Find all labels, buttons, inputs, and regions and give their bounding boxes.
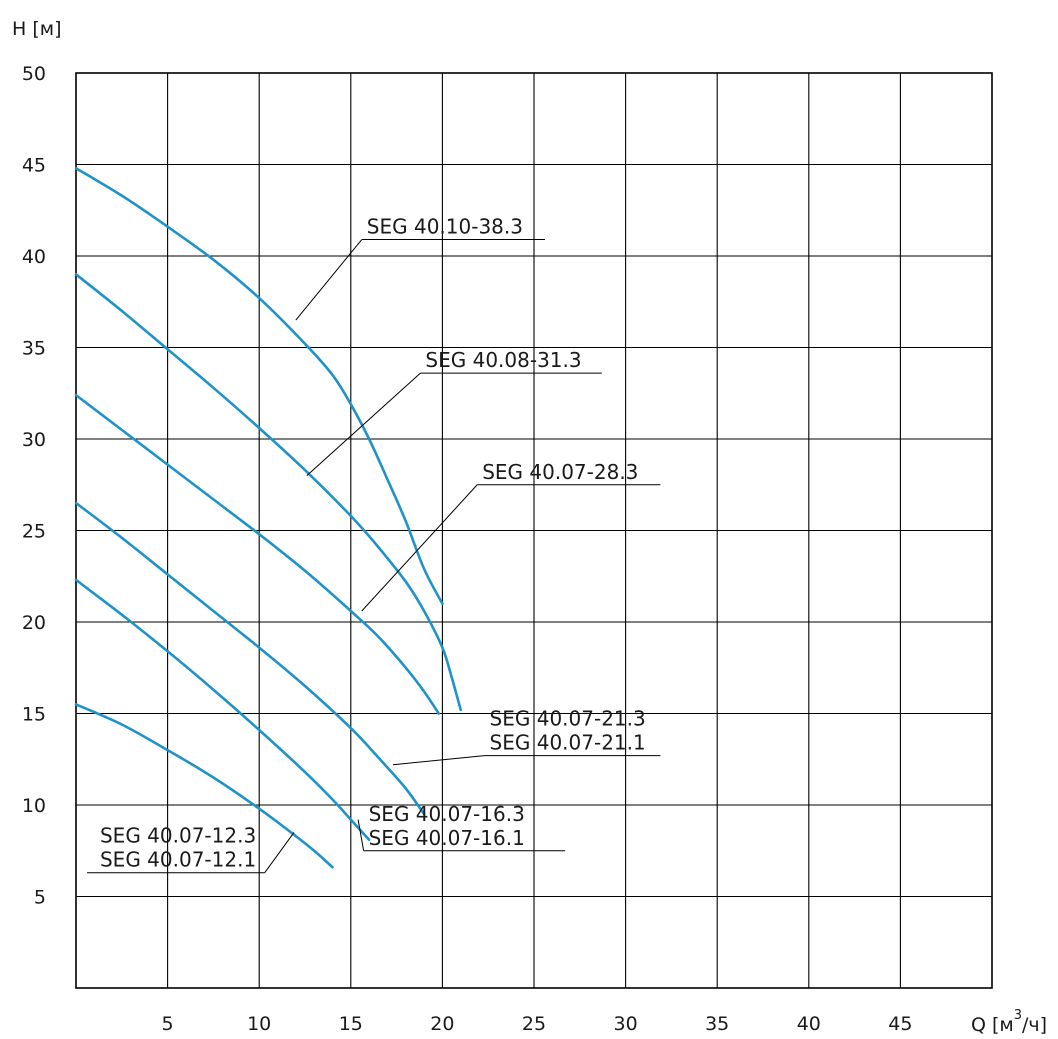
- y-tick-label-0: 5: [34, 887, 46, 909]
- curve-series-5: [74, 703, 334, 869]
- x-axis-title: Q [м3/ч]: [971, 1008, 1047, 1036]
- y-tick-label-5: 30: [22, 429, 46, 451]
- y-tick-label-3: 20: [22, 612, 46, 634]
- series-label-0-0: SEG 40.10-38.3: [367, 215, 523, 239]
- leader-line-3: [392, 755, 485, 766]
- series-label-1-0: SEG 40.08-31.3: [425, 348, 581, 372]
- curves: [74, 166, 462, 869]
- curve-series-3: [74, 501, 426, 816]
- annotations: SEG 40.10-38.3 SEG 40.08-31.3 SEG 40.07-28…: [86, 215, 661, 874]
- y-tick-label-6: 35: [22, 338, 46, 360]
- series-label-4-1: SEG 40.07-16.1: [369, 826, 525, 850]
- x-tick-label-7: 40: [797, 1013, 821, 1035]
- y-tick-label-1: 10: [22, 795, 46, 817]
- series-label-5-0: SEG 40.07-12.3: [100, 824, 256, 848]
- x-tick-label-3: 20: [430, 1013, 454, 1035]
- leader-line-4: [357, 819, 365, 851]
- series-label-2-0: SEG 40.07-28.3: [482, 460, 638, 484]
- series-label-4-0: SEG 40.07-16.3: [369, 802, 525, 826]
- tick-labels: 5 10 15 20 25 30 35 40 45 5 10 15 20 25 30 35 40 45 50: [22, 63, 913, 1035]
- plot-frame: [75, 72, 993, 989]
- x-tick-label-8: 45: [888, 1013, 912, 1035]
- curve-series-1: [74, 273, 462, 712]
- x-axis-title-suffix: /ч]: [1022, 1014, 1047, 1036]
- y-tick-label-8: 45: [22, 155, 46, 177]
- series-label-5-1: SEG 40.07-12.1: [100, 848, 256, 872]
- y-axis-title: H [м]: [12, 18, 62, 40]
- x-tick-label-6: 35: [705, 1013, 729, 1035]
- leader-line-5: [264, 832, 295, 874]
- series-label-3-0: SEG 40.07-21.3: [490, 707, 646, 731]
- leader-line-1: [306, 372, 421, 476]
- leader-line-2: [361, 484, 478, 612]
- x-tick-label-0: 5: [162, 1013, 174, 1035]
- curve-series-2: [74, 393, 440, 715]
- series-label-3-1: SEG 40.07-21.1: [490, 731, 646, 755]
- curve-series-4: [74, 578, 371, 842]
- grid: [76, 72, 992, 988]
- x-tick-label-2: 15: [339, 1013, 363, 1035]
- y-tick-label-9: 50: [22, 63, 46, 85]
- x-axis-title-sup: 3: [1014, 1008, 1022, 1023]
- leader-line-0: [295, 239, 363, 321]
- x-axis-title-prefix: Q [м: [971, 1014, 1014, 1036]
- y-tick-label-4: 25: [22, 521, 46, 543]
- curve-series-0: [74, 166, 444, 605]
- y-tick-label-2: 15: [22, 704, 46, 726]
- x-tick-label-1: 10: [247, 1013, 271, 1035]
- x-tick-label-5: 30: [614, 1013, 638, 1035]
- x-tick-label-4: 25: [522, 1013, 546, 1035]
- y-tick-label-7: 40: [22, 246, 46, 268]
